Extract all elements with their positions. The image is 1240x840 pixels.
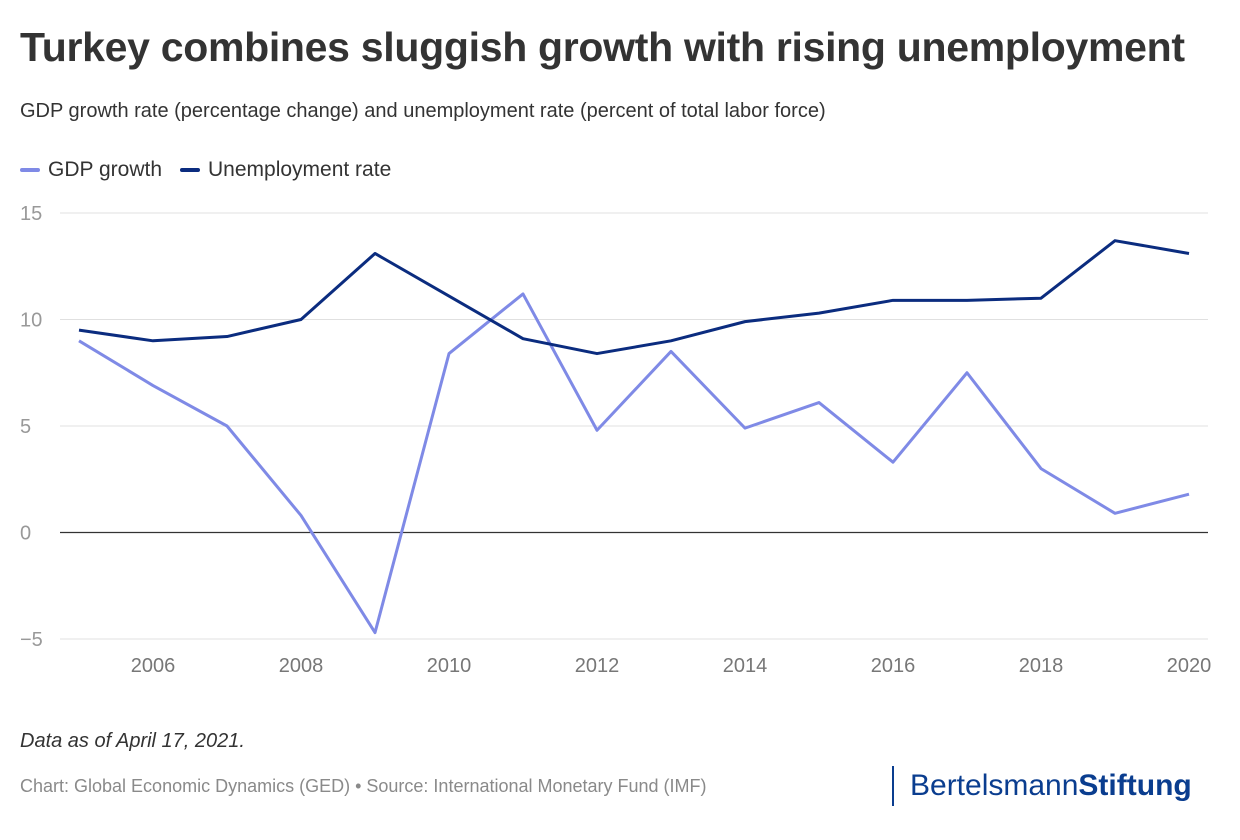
line-chart: −5 0 5 10 15 2006 2008 2010 2012 2014 2016 2018 2020 (20, 203, 1212, 677)
y-tick-label: 15 (20, 203, 42, 225)
data-note: Data as of April 17, 2021. (20, 730, 245, 752)
chart-subtitle: GDP growth rate (percentage change) and … (20, 100, 826, 122)
source-credit: Chart: Global Economic Dynamics (GED) • … (20, 776, 707, 796)
legend-item-gdp: GDP growth (20, 158, 162, 182)
x-tick-label: 2006 (131, 655, 176, 677)
y-tick-label: 5 (20, 416, 31, 438)
legend-swatch-gdp (20, 168, 40, 172)
legend-label-unemployment: Unemployment rate (208, 158, 392, 181)
x-tick-label: 2014 (723, 655, 768, 677)
x-tick-label: 2012 (575, 655, 620, 677)
series-line-unemployment (78, 239, 1190, 356)
y-tick-label: 0 (20, 523, 31, 545)
bertelsmann-logo: BertelsmannStiftung (892, 766, 1192, 806)
logo-part2: Stiftung (1078, 769, 1192, 802)
y-tick-label: 10 (20, 310, 42, 332)
legend-swatch-unemployment (180, 168, 200, 172)
x-tick-label: 2016 (871, 655, 916, 677)
series-line-gdp (78, 292, 1190, 635)
x-tick-label: 2018 (1019, 655, 1064, 677)
legend: GDP growth Unemployment rate (20, 158, 391, 182)
y-tick-label: −5 (20, 629, 43, 651)
legend-item-unemployment: Unemployment rate (180, 158, 391, 182)
logo-part1: Bertelsmann (910, 769, 1079, 802)
x-tick-label: 2020 (1167, 655, 1212, 677)
x-tick-label: 2008 (279, 655, 324, 677)
legend-label-gdp: GDP growth (48, 158, 162, 181)
x-tick-label: 2010 (427, 655, 472, 677)
chart-title: Turkey combines sluggish growth with ris… (20, 24, 1185, 70)
